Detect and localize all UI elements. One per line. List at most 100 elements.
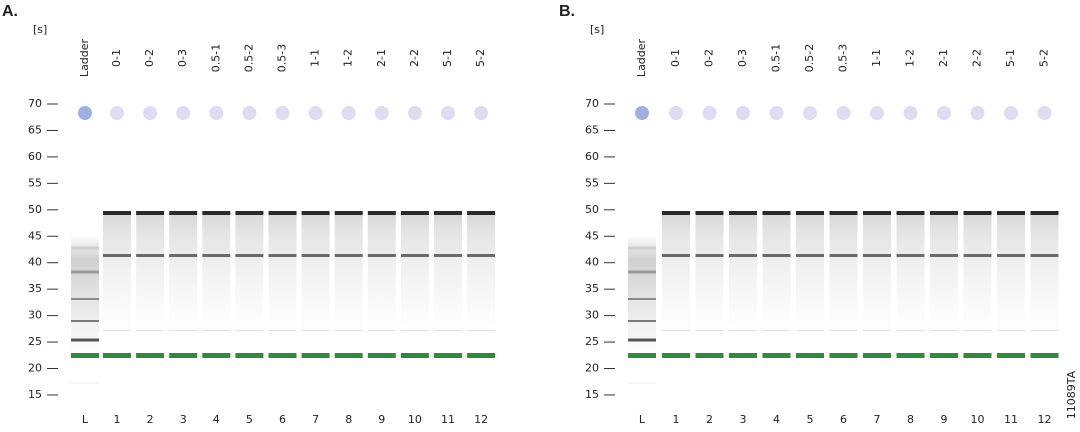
ladder-band bbox=[628, 338, 656, 342]
y-tick-label: 55 bbox=[585, 176, 599, 189]
sample-marker bbox=[110, 106, 124, 120]
faint-band bbox=[400, 330, 429, 331]
y-tick-label: 20 bbox=[28, 362, 42, 375]
lane-name: 0.5-1 bbox=[770, 44, 783, 72]
marker-band bbox=[202, 353, 231, 358]
figure-id: 11089TA bbox=[1065, 370, 1078, 419]
lane-smear bbox=[334, 215, 363, 330]
middle-band bbox=[963, 254, 992, 257]
upper-band bbox=[434, 211, 462, 215]
middle-band bbox=[796, 254, 824, 257]
middle-band bbox=[235, 254, 264, 257]
middle-band bbox=[434, 254, 462, 257]
lane-name: 0-2 bbox=[143, 49, 156, 67]
ladder-band bbox=[71, 270, 99, 274]
lane-name: 5-1 bbox=[1004, 49, 1017, 67]
sample-marker bbox=[903, 106, 918, 120]
lane-number: 8 bbox=[907, 413, 914, 426]
lane-name: 5-1 bbox=[441, 49, 454, 67]
lane-number: 2 bbox=[147, 413, 154, 426]
upper-band bbox=[662, 211, 690, 215]
marker-band bbox=[762, 353, 791, 358]
upper-band bbox=[334, 211, 363, 215]
faint-band bbox=[1030, 330, 1059, 331]
middle-band bbox=[863, 254, 891, 257]
y-tick-label: 35 bbox=[585, 282, 599, 295]
middle-band bbox=[729, 254, 757, 257]
lane-number: 9 bbox=[378, 413, 385, 426]
lane-name: 5-2 bbox=[1038, 49, 1051, 67]
faint-band bbox=[729, 330, 757, 331]
marker-band bbox=[334, 353, 363, 358]
marker-band bbox=[136, 353, 165, 358]
upper-band bbox=[963, 211, 992, 215]
y-tick-label: 25 bbox=[585, 335, 599, 348]
lane-name: 2-2 bbox=[408, 49, 421, 67]
upper-band bbox=[400, 211, 429, 215]
marker-band bbox=[695, 353, 724, 358]
panel-label: A. bbox=[2, 3, 18, 20]
middle-band bbox=[896, 254, 925, 257]
upper-band bbox=[997, 211, 1025, 215]
lane-name: 0.5-3 bbox=[276, 44, 289, 72]
ladder-band bbox=[71, 338, 99, 342]
sample-marker bbox=[374, 106, 389, 120]
middle-band bbox=[829, 254, 858, 257]
faint-band bbox=[762, 330, 791, 331]
upper-band bbox=[863, 211, 891, 215]
middle-band bbox=[695, 254, 724, 257]
lane-smear bbox=[367, 215, 396, 330]
middle-band bbox=[400, 254, 429, 257]
lane-smear bbox=[268, 215, 297, 330]
sample-marker bbox=[1037, 106, 1052, 120]
lane-smear bbox=[762, 215, 791, 330]
marker-band bbox=[1030, 353, 1059, 358]
middle-band bbox=[762, 254, 791, 257]
middle-band bbox=[467, 254, 496, 257]
ladder-band bbox=[628, 298, 656, 300]
lane-smear bbox=[235, 215, 264, 330]
ladder-band bbox=[71, 320, 99, 322]
lane-smear bbox=[796, 215, 824, 330]
marker-band bbox=[367, 353, 396, 358]
y-tick-label: 55 bbox=[28, 176, 42, 189]
middle-band bbox=[997, 254, 1025, 257]
lane-number: 9 bbox=[941, 413, 948, 426]
sample-marker bbox=[803, 106, 817, 120]
lane-number: 8 bbox=[345, 413, 352, 426]
upper-band bbox=[796, 211, 824, 215]
lane-number: 3 bbox=[740, 413, 747, 426]
marker-band bbox=[662, 353, 690, 358]
lane-number: L bbox=[82, 413, 89, 426]
middle-band bbox=[169, 254, 198, 257]
ladder-band bbox=[628, 382, 656, 384]
lane-name: 2-1 bbox=[937, 49, 950, 67]
lane-name: 1-1 bbox=[870, 49, 883, 67]
upper-band bbox=[762, 211, 791, 215]
sample-marker bbox=[1004, 106, 1018, 120]
faint-band bbox=[103, 330, 131, 331]
ladder-band bbox=[628, 320, 656, 322]
marker-band bbox=[71, 353, 99, 358]
y-tick-label: 15 bbox=[28, 388, 42, 401]
lane-number: 4 bbox=[213, 413, 220, 426]
ladder-band bbox=[71, 298, 99, 300]
sample-marker bbox=[341, 106, 356, 120]
lane-name: Ladder bbox=[635, 38, 648, 77]
ladder-band bbox=[71, 382, 99, 384]
lane-smear bbox=[628, 235, 656, 355]
upper-band bbox=[268, 211, 297, 215]
marker-band bbox=[729, 353, 757, 358]
faint-band bbox=[169, 330, 198, 331]
sample-marker bbox=[275, 106, 290, 120]
marker-band bbox=[997, 353, 1025, 358]
sample-marker bbox=[702, 106, 717, 120]
y-tick-label: 65 bbox=[585, 123, 599, 136]
sample-marker bbox=[474, 106, 489, 120]
axis-unit: [s] bbox=[590, 23, 604, 36]
lane-number: 3 bbox=[180, 413, 187, 426]
lane-smear bbox=[695, 215, 724, 330]
marker-band bbox=[434, 353, 462, 358]
faint-band bbox=[963, 330, 992, 331]
